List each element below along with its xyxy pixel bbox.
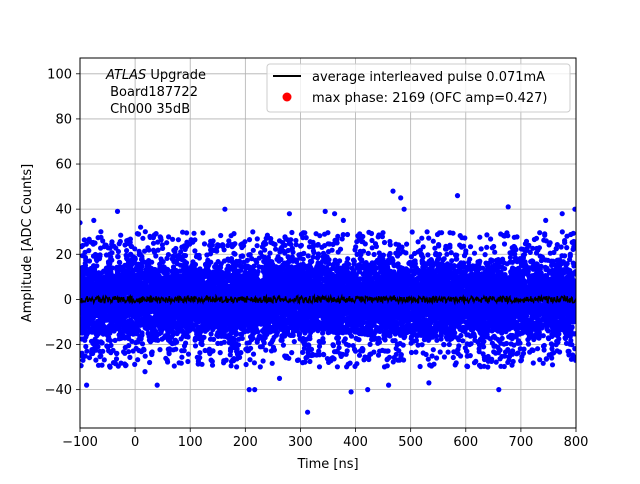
- scatter-point: [372, 252, 377, 257]
- scatter-point: [299, 243, 304, 248]
- scatter-point: [382, 240, 387, 245]
- scatter-point: [401, 343, 406, 348]
- scatter-point: [240, 253, 245, 258]
- scatter-point: [413, 350, 418, 355]
- scatter-point: [255, 340, 260, 345]
- scatter-point: [215, 341, 220, 346]
- scatter-point: [218, 350, 223, 355]
- scatter-point: [176, 237, 181, 242]
- scatter-point: [201, 335, 206, 340]
- scatter-point: [82, 338, 87, 343]
- scatter-point: [311, 255, 316, 260]
- scatter-point: [124, 248, 129, 253]
- scatter-point: [564, 245, 569, 250]
- scatter-point: [159, 258, 164, 263]
- scatter-point: [127, 355, 132, 360]
- scatter-point: [508, 255, 513, 260]
- scatter-point: [526, 342, 531, 347]
- scatter-point: [434, 355, 439, 360]
- scatter-point: [269, 340, 274, 345]
- scatter-point: [425, 252, 430, 257]
- scatter-point: [483, 252, 488, 257]
- scatter-point: [472, 251, 477, 256]
- scatter-point: [479, 246, 484, 251]
- scatter-point: [460, 338, 465, 343]
- scatter-point: [197, 336, 202, 341]
- scatter-point: [192, 248, 197, 253]
- scatter-point: [247, 237, 252, 242]
- scatter-point: [441, 342, 446, 347]
- scatter-point: [326, 249, 331, 254]
